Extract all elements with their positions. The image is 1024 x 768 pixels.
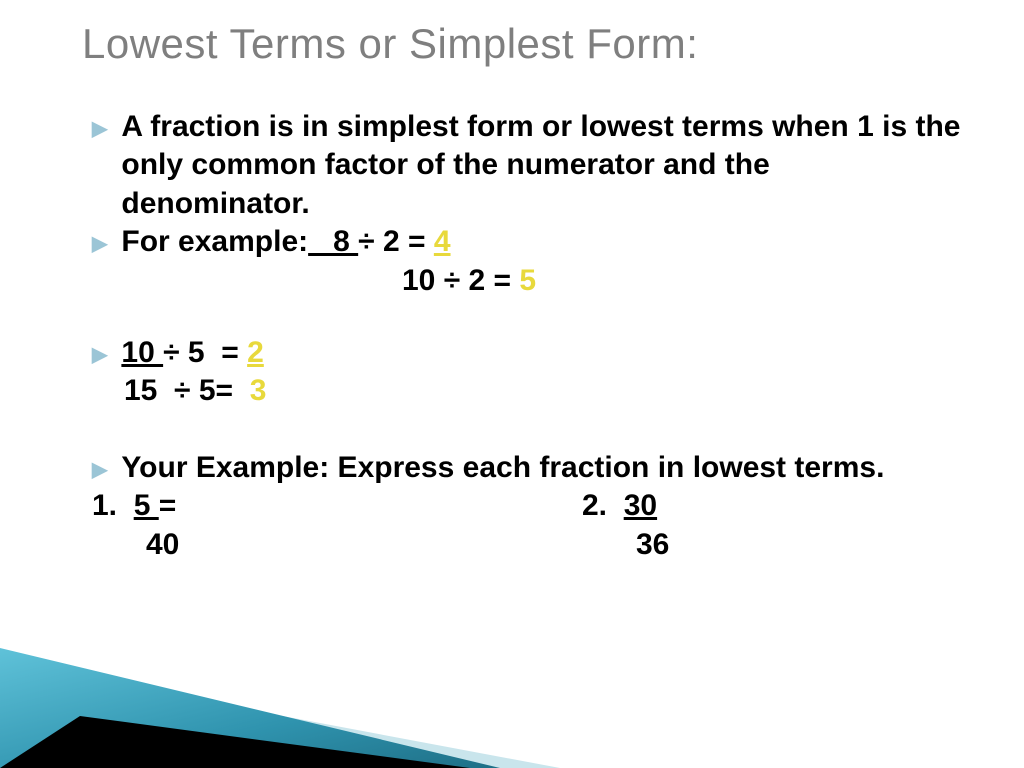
bullet-item: ▶ A fraction is in simplest form or lowe… [92,108,962,223]
text-span: ÷ 2 = [358,225,434,258]
fraction-numerator: 30 [624,489,657,522]
corner-decoration [0,608,560,768]
continuation-line: 15 ÷ 5= 3 [92,372,962,410]
bullet-item: ▶ For example: 8 ÷ 2 = 4 [92,223,962,261]
bullet-text: 10 ÷ 5 = 2 [121,334,962,372]
equals-sign: = [159,489,177,522]
bullet-item: ▶ 10 ÷ 5 = 2 [92,334,962,372]
bullet-icon: ▶ [92,117,107,143]
bullet-icon: ▶ [92,458,107,484]
fraction-numerator: 10 [121,336,163,369]
question-label: 2. [582,489,624,522]
continuation-line: 10 ÷ 2 = 5 [92,262,962,300]
bullet-text: A fraction is in simplest form or lowest… [121,108,962,223]
bullet-icon: ▶ [92,232,107,258]
fraction-denominator: 36 [582,526,669,564]
text-span: For example [121,225,298,258]
question-2: 2. 30 [582,487,669,525]
question-1: 1. 5 = [92,487,582,525]
bullet-icon: ▶ [92,343,107,369]
fraction-denominator: 40 [92,526,582,564]
bullet-item: ▶ Your Example: Express each fraction in… [92,449,962,487]
result-value: 5 [519,264,536,297]
slide-title: Lowest Terms or Simplest Form: [82,20,698,68]
result-value: 3 [250,374,267,407]
result-value: 4 [434,225,451,258]
questions-row: 1. 5 = 40 2. 30 36 [92,487,962,564]
text-span: 10 ÷ 2 = [402,264,519,297]
bullet-text: Your Example: Express each fraction in l… [121,449,962,487]
fraction-numerator: 8 [308,225,358,258]
bullet-text: For example: 8 ÷ 2 = 4 [121,223,962,261]
slide-body: ▶ A fraction is in simplest form or lowe… [92,108,962,564]
text-span: 15 ÷ 5= [124,374,250,407]
text-span: ÷ 5 = [163,336,247,369]
text-span: : [298,225,308,258]
fraction-numerator: 5 [134,489,159,522]
result-value: 2 [247,336,264,369]
question-label: 1. [92,489,134,522]
